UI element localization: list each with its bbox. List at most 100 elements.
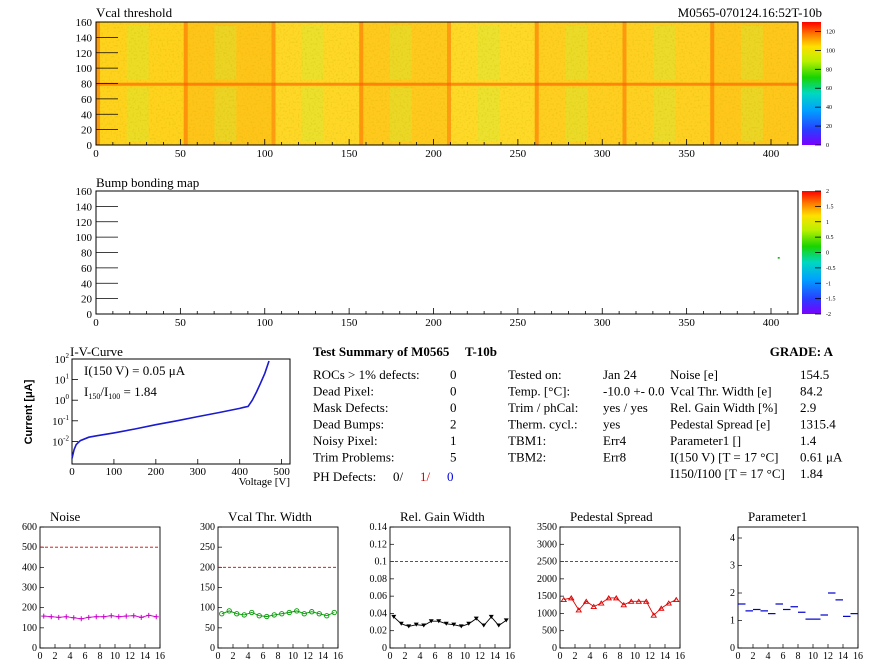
noise-point — [93, 614, 99, 620]
x-tick-label: 0 — [38, 651, 43, 662]
gain-width-point — [488, 614, 494, 619]
test-summary: Test Summary of M0565 T-10b GRADE: A ROC… — [313, 344, 843, 484]
x-tick-label: 6 — [83, 651, 88, 662]
y-tick-label: 1500 — [537, 591, 557, 602]
y-tick-label: 200 — [22, 603, 37, 614]
x-tick-label: 8 — [448, 651, 453, 662]
y-tick-label: 0.08 — [370, 574, 388, 585]
pedestal-spread-point — [650, 612, 658, 618]
x-tick-label: 250 — [510, 148, 527, 160]
vcal-width-point — [294, 608, 300, 614]
x-tick-label: 100 — [257, 317, 274, 329]
summary-middle-column: Tested on: Jan 24 Temp. [°C]: -10.0 +- 0.0 T… — [508, 367, 665, 465]
noise-point — [116, 614, 122, 620]
summary-left-value: 0 — [450, 384, 457, 399]
summary-mid-label: Trim / phCal: — [508, 400, 578, 415]
gain-width-point — [503, 618, 509, 623]
summary-mid-label: Temp. [°C]: — [508, 384, 570, 399]
summary-left-value: 2 — [450, 417, 457, 432]
y-tick-label: 0 — [382, 643, 387, 654]
vcal-width-point — [286, 609, 292, 616]
summary-left-label: Dead Bumps: — [313, 417, 384, 432]
vcal-width-line — [221, 610, 335, 617]
pedestal-spread-point — [560, 596, 568, 603]
x-tick-label: 200 — [425, 148, 442, 160]
pedestal-spread-point — [642, 598, 650, 604]
colorbar-tick-label: 80 — [826, 67, 832, 73]
iv-y-tick-label: 10-2 — [52, 434, 69, 448]
x-tick-label: 16 — [675, 651, 685, 662]
y-tick-label: 50 — [205, 623, 215, 634]
iv-x-tick-label: 0 — [69, 466, 75, 478]
x-tick-label: 350 — [678, 317, 695, 329]
summary-right-value: 2.9 — [800, 400, 816, 415]
summary-mid-value: Err8 — [603, 450, 626, 465]
summary-left-label: Dead Pixel: — [313, 384, 374, 399]
noise-point — [86, 614, 92, 620]
pedestal-spread-point — [620, 601, 628, 608]
colorbar-tick-label: -1.5 — [826, 297, 836, 303]
vcal-width-point — [271, 612, 277, 618]
vcal-threshold-color-scale: 0 20 40 60 80 100 120 — [802, 22, 835, 149]
y-tick-label: 3500 — [537, 522, 557, 533]
summary-title: Test Summary of M0565 — [313, 344, 450, 359]
iv-y-tick-label: 10-1 — [52, 414, 69, 428]
colorbar-tick-label: -0.5 — [826, 266, 836, 272]
y-tick-label: 0 — [730, 643, 735, 654]
y-tick-label: 1 — [730, 616, 735, 627]
summary-mid-label: Tested on: — [508, 367, 562, 382]
noise-point — [138, 614, 144, 620]
y-tick-label: 40 — [81, 278, 93, 290]
summary-right-label: I150/I100 [T = 17 °C] — [670, 466, 785, 481]
summary-left-column: ROCs > 1% defects: 0 Dead Pixel: 0 Mask Defe… — [313, 367, 457, 465]
vcal-width-point — [234, 611, 240, 617]
pedestal-spread-point — [635, 598, 643, 604]
x-tick-label: 6 — [781, 651, 786, 662]
colorbar-tick-label: 0 — [826, 143, 829, 149]
vcal-width-point — [264, 613, 270, 620]
summary-grade: GRADE: A — [770, 344, 834, 359]
iv-curve-frame — [71, 358, 291, 465]
noise-frame — [39, 526, 161, 649]
x-tick-label: 16 — [853, 651, 863, 662]
x-tick-label: 12 — [475, 651, 485, 662]
y-tick-label: 60 — [81, 94, 93, 106]
iv-x-tick-label: 100 — [106, 466, 123, 478]
pedestal-spread-point — [672, 596, 680, 603]
x-tick-label: 400 — [763, 317, 780, 329]
summary-right-value: 1.4 — [800, 433, 817, 448]
summary-left-label: ROCs > 1% defects: — [313, 367, 420, 382]
x-tick-label: 350 — [678, 148, 695, 160]
gain-width-point — [413, 622, 419, 627]
colorbar-tick-label: 60 — [826, 86, 832, 92]
colorbar-tick-label: 0.5 — [826, 235, 834, 241]
gain-width-point — [406, 624, 412, 629]
y-tick-label: 0 — [87, 140, 93, 152]
summary-mid-value: -10.0 +- 0.0 — [603, 384, 665, 399]
x-tick-label: 10 — [630, 651, 640, 662]
y-tick-label: 120 — [76, 48, 93, 60]
iv-x-tick-label: 500 — [273, 466, 290, 478]
x-tick-label: 50 — [175, 148, 187, 160]
y-tick-label: 500 — [22, 542, 37, 553]
ph-defects-value-1: 0/ — [393, 469, 404, 484]
noise-point — [78, 616, 84, 622]
pedestal-spread-point — [665, 600, 673, 606]
x-tick-label: 10 — [808, 651, 818, 662]
vcal-width-point — [316, 611, 322, 617]
y-tick-label: 100 — [22, 623, 37, 634]
noise-point — [48, 614, 54, 620]
colorbar-tick-label: -2 — [826, 312, 831, 318]
y-tick-label: 0.12 — [370, 539, 388, 550]
noise-point — [41, 613, 47, 619]
x-tick-label: 4 — [588, 651, 593, 662]
x-tick-label: 0 — [736, 651, 741, 662]
x-tick-label: 2 — [403, 651, 408, 662]
vcal-width-frame — [217, 526, 339, 649]
y-tick-label: 600 — [22, 522, 37, 533]
x-tick-label: 8 — [276, 651, 281, 662]
pedestal-spread-point — [567, 595, 575, 601]
gain-width-frame — [389, 526, 511, 649]
summary-mid-value: Err4 — [603, 433, 627, 448]
vcal-threshold-panel: Vcal threshold M0565-070124.16:52T-10b 0… — [76, 5, 836, 160]
